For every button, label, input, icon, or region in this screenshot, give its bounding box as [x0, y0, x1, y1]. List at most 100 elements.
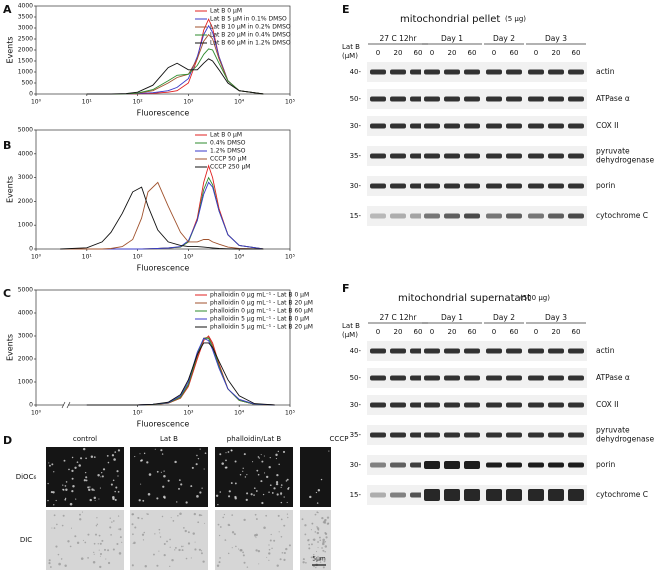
speck [107, 561, 111, 565]
speck [224, 466, 227, 469]
speck [92, 561, 96, 564]
speck [242, 470, 244, 472]
x-axis-label: Fluorescence [137, 420, 190, 429]
band [486, 96, 502, 102]
band [486, 348, 502, 354]
series-line [60, 181, 264, 250]
size-marker: 15- [350, 212, 362, 220]
band [370, 153, 386, 159]
speck [185, 557, 188, 560]
speck [243, 518, 246, 522]
speck [97, 543, 99, 545]
band [424, 432, 440, 438]
band [424, 69, 440, 75]
speck [93, 542, 96, 545]
speck [134, 456, 136, 458]
y-axis-label: Events [6, 36, 15, 63]
speck [82, 447, 86, 451]
x-tick-label: 10¹ [82, 254, 93, 261]
speck [316, 526, 318, 528]
speck [230, 449, 233, 452]
speck [80, 557, 84, 560]
speck [190, 557, 192, 559]
series-line [60, 176, 264, 250]
y-tick-label: 0 [29, 246, 33, 253]
panel-letter: A [3, 3, 12, 16]
speck [239, 548, 243, 552]
speck [99, 565, 102, 569]
band [548, 96, 564, 102]
plot-frame [35, 289, 291, 406]
protein-label: cytochrome C [596, 211, 648, 220]
band [444, 213, 460, 219]
speck [328, 450, 330, 452]
speck [113, 520, 115, 522]
speck [243, 453, 246, 456]
band [444, 402, 460, 408]
speck [181, 545, 183, 548]
y-tick-label: 2000 [18, 47, 33, 54]
speck [160, 471, 162, 473]
speck [117, 449, 121, 452]
band [506, 96, 522, 102]
band [486, 123, 502, 129]
speck [316, 527, 320, 530]
speck [158, 528, 161, 531]
band [390, 402, 406, 408]
speck [200, 550, 203, 552]
speck [143, 531, 146, 534]
speck [204, 452, 207, 455]
speck [200, 552, 203, 555]
speck [324, 551, 326, 553]
x-tick-label: 10² [133, 99, 144, 106]
speck [53, 471, 55, 473]
speck [153, 553, 155, 556]
band [528, 375, 544, 381]
speck [94, 533, 97, 536]
group-label: 27 C 12hr [380, 313, 418, 322]
speck [101, 475, 104, 478]
speck [62, 488, 64, 491]
y-tick-label: 1500 [18, 58, 33, 65]
speck [237, 548, 240, 550]
speck [317, 547, 319, 549]
band [370, 402, 386, 408]
speck [100, 476, 102, 478]
speck [268, 559, 270, 561]
speck [167, 479, 170, 482]
y-tick-label: 1000 [18, 222, 33, 229]
band [548, 213, 564, 219]
speck [245, 498, 248, 501]
speck [305, 561, 307, 564]
speck [268, 544, 270, 546]
x-axis-label: Fluorescence [137, 264, 190, 273]
panel-letter: F [342, 282, 350, 295]
speck [101, 472, 103, 474]
band [464, 183, 480, 189]
band [568, 402, 584, 408]
speck [264, 472, 266, 474]
speck [114, 451, 117, 453]
group-label: Day 2 [493, 313, 515, 322]
speck [114, 498, 117, 502]
speck [111, 454, 115, 457]
y-axis-label: Events [6, 334, 15, 361]
band [528, 348, 544, 354]
speck [196, 495, 199, 498]
speck [195, 463, 198, 466]
speck [230, 482, 233, 484]
band [528, 96, 544, 102]
speck [180, 483, 183, 486]
speck [225, 459, 227, 462]
speck [70, 527, 73, 529]
y-tick-label: 5000 [18, 127, 33, 134]
speck [103, 548, 106, 551]
speck [49, 566, 52, 568]
lane-label: 0 [376, 49, 380, 57]
y-tick-label: 4000 [18, 150, 33, 157]
speck [117, 475, 119, 477]
speck [110, 483, 113, 486]
speck [278, 531, 280, 533]
series-line [86, 337, 275, 406]
speck [81, 511, 84, 513]
